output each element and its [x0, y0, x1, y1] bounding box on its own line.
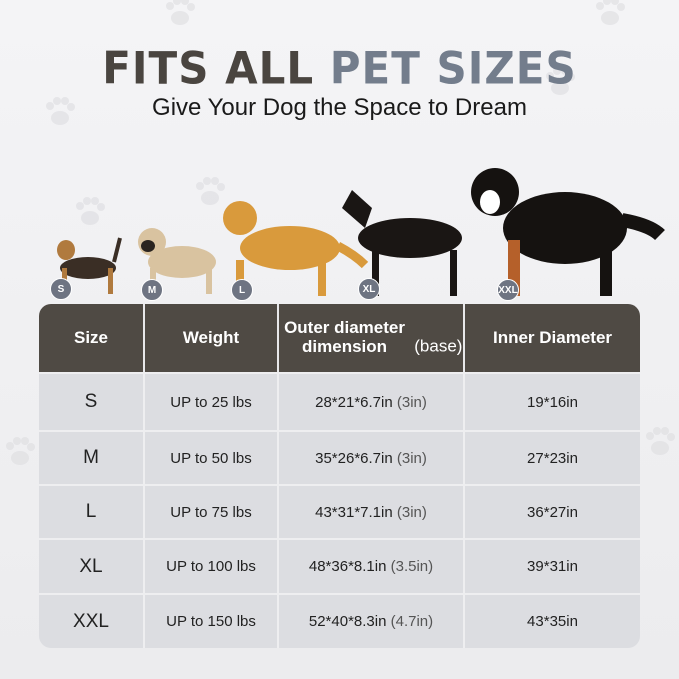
base-height: (3in) — [396, 449, 427, 467]
cell-inner: 19*16in — [465, 372, 640, 430]
table-row: XXL UP to 150 lbs 52*40*8.3in (4.7in) 43… — [39, 593, 640, 648]
outer-dimension: 35*26*6.7in — [315, 449, 393, 467]
bernese-mountain-dog-icon — [471, 168, 665, 296]
size-badge-l: L — [231, 279, 253, 301]
cell-size: XXL — [39, 593, 145, 648]
cell-outer: 35*26*6.7in (3in) — [279, 430, 465, 484]
cell-weight: UP to 25 lbs — [145, 372, 279, 430]
table-row: S UP to 25 lbs 28*21*6.7in (3in) 19*16in — [39, 372, 640, 430]
size-badge-xl: XL — [358, 278, 380, 300]
header-outer-note: (base) — [414, 337, 463, 356]
base-height: (4.7in) — [390, 613, 434, 630]
base-height: (3in) — [396, 503, 427, 521]
cell-size: L — [39, 484, 145, 538]
cell-weight: UP to 50 lbs — [145, 430, 279, 484]
cell-inner: 27*23in — [465, 430, 640, 484]
header-weight: Weight — [145, 304, 279, 372]
header-inner: Inner Diameter — [465, 304, 640, 372]
base-height: (3.5in) — [390, 558, 434, 575]
doberman-icon — [342, 190, 462, 296]
header-size: Size — [39, 304, 145, 372]
table-row: L UP to 75 lbs 43*31*7.1in (3in) 36*27in — [39, 484, 640, 538]
cell-outer: 48*36*8.1in (3.5in) — [279, 538, 465, 593]
cell-inner: 36*27in — [465, 484, 640, 538]
outer-dimension: 52*40*8.3in — [308, 613, 387, 630]
cell-size: S — [39, 372, 145, 430]
outer-dimension: 28*21*6.7in — [315, 393, 393, 411]
cell-weight: UP to 150 lbs — [145, 593, 279, 648]
size-badge-xxl: XXL — [497, 279, 519, 301]
table-row: XL UP to 100 lbs 48*36*8.1in (3.5in) 39*… — [39, 538, 640, 593]
cell-inner: 39*31in — [465, 538, 640, 593]
cell-weight: UP to 100 lbs — [145, 538, 279, 593]
cell-weight: UP to 75 lbs — [145, 484, 279, 538]
size-badge-m: M — [141, 279, 163, 301]
cell-size: M — [39, 430, 145, 484]
size-chart-table: Size Weight Outer diameter dimension (ba… — [39, 304, 640, 648]
cell-outer: 52*40*8.3in (4.7in) — [279, 593, 465, 648]
page-title: FITS ALL PET SIZES — [0, 43, 679, 94]
dogs-illustration — [57, 168, 665, 296]
table-header-row: Size Weight Outer diameter dimension (ba… — [39, 304, 640, 372]
golden-retriever-icon — [223, 201, 369, 296]
title-dark: FITS ALL — [102, 42, 315, 95]
table-row: M UP to 50 lbs 35*26*6.7in (3in) 27*23in — [39, 430, 640, 484]
title-accent: PET SIZES — [329, 42, 577, 95]
base-height: (3in) — [396, 393, 427, 411]
cell-inner: 43*35in — [465, 593, 640, 648]
outer-dimension: 48*36*8.1in — [308, 558, 387, 575]
dog-lineup: S M L XL XXL — [0, 150, 679, 301]
outer-dimension: 43*31*7.1in — [315, 503, 393, 521]
cell-size: XL — [39, 538, 145, 593]
cell-outer: 28*21*6.7in (3in) — [279, 372, 465, 430]
subtitle: Give Your Dog the Space to Dream — [152, 94, 527, 121]
header-outer-label: Outer diameter dimension — [284, 318, 405, 356]
header-outer: Outer diameter dimension (base) — [279, 304, 465, 372]
cell-outer: 43*31*7.1in (3in) — [279, 484, 465, 538]
size-badge-s: S — [50, 278, 72, 300]
